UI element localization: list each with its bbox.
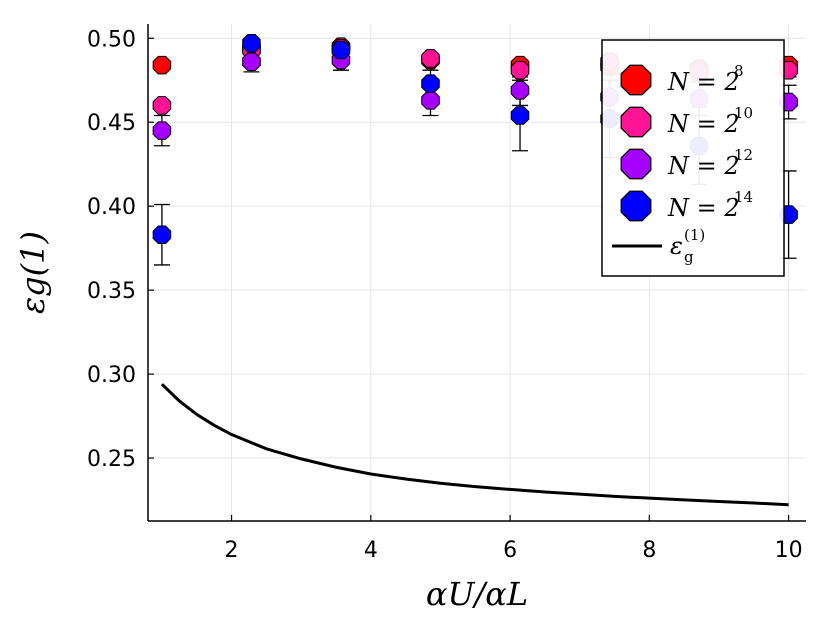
data-point-12 [242,52,261,72]
y-tick-label: 0.45 [87,111,136,136]
data-point-14 [152,225,172,244]
data-point-14 [331,40,351,60]
y-tick-label: 0.50 [87,27,136,52]
legend-curve-sup: (1) [684,226,705,244]
legend-exponent: 10 [734,104,753,122]
legend-marker [620,106,652,138]
x-tick-label: 10 [775,538,803,563]
axes [147,24,806,522]
legend-marker [620,148,652,180]
data-point-14 [510,106,530,125]
data-point-8 [152,55,172,75]
legend-exponent: 12 [734,146,753,164]
axis-labels: αU/αL εg(1) [14,231,528,613]
legend-curve-sub: g [684,248,694,266]
data-point-10 [421,49,440,68]
curve-layer [160,383,789,507]
data-point-14 [242,34,261,53]
legend-label: N = 2 [667,110,740,138]
data-point-14 [421,74,440,93]
y-tick-label: 0.40 [87,195,136,220]
data-point-10 [152,96,172,115]
y-axis-title: εg(1) [14,231,52,314]
legend-marker [620,64,652,96]
data-point-12 [421,91,440,110]
legend-curve-label: ε [670,232,683,260]
legend-marker [620,190,652,222]
legend-label: N = 2 [667,152,740,180]
y-tick-label: 0.25 [87,447,136,472]
legend-exponent: 14 [734,188,753,206]
x-tick-label: 4 [364,538,378,563]
legend-label: N = 2 [667,68,740,96]
x-axis-title: αU/αL [426,575,528,613]
y-tick-label: 0.30 [87,363,136,388]
data-point-12 [510,81,530,100]
data-point-12 [152,121,172,140]
x-tick-label: 8 [642,538,656,563]
x-tick-label: 6 [503,538,517,563]
tick-labels: 2 4 6 8 10 0.25 0.30 0.35 0.40 0.45 0.50 [87,27,803,563]
y-tick-label: 0.35 [87,279,136,304]
theory-curve-line [160,383,789,507]
data-point-10 [510,60,530,80]
legend-exponent: 8 [734,62,744,80]
legend-label: N = 2 [667,194,740,222]
x-tick-label: 2 [225,538,239,563]
